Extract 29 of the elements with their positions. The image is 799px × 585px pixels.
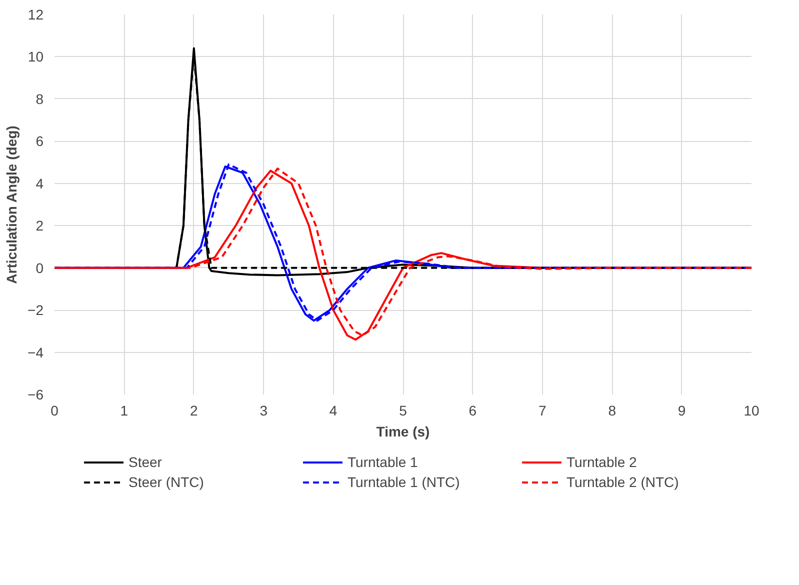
legend-label: Turntable 1 (NTC) [348,474,461,490]
x-tick-label: 9 [678,402,686,418]
legend-label: Turntable 2 (NTC) [566,474,680,490]
y-tick-label: −6 [28,386,44,402]
y-tick-label: −2 [28,302,44,318]
x-tick-label: 1 [120,402,128,418]
x-tick-label: 10 [744,402,760,418]
x-tick-label: 8 [608,402,616,418]
y-tick-label: −4 [28,344,44,360]
legend-label: Turntable 2 [566,454,638,470]
y-tick-label: 6 [36,133,44,150]
y-tick-label: 12 [28,6,44,22]
x-tick-label: 7 [538,402,547,418]
x-tick-label: 3 [260,402,268,418]
x-tick-label: 6 [468,402,477,418]
x-tick-label: 0 [50,402,59,418]
x-tick-label: 4 [329,402,338,418]
x-axis-title: Time (s) [376,424,430,440]
x-tick-label: 5 [399,402,408,418]
legend-label: Turntable 1 [348,454,419,470]
y-tick-label: 2 [36,218,44,234]
legend-label: Steer [128,454,163,470]
legend-label: Steer (NTC) [128,474,205,490]
y-axis-title: Articulation Angle (deg) [4,126,20,284]
y-tick-label: 4 [36,175,44,192]
x-tick-label: 2 [190,402,198,418]
y-tick-label: 0 [36,260,44,276]
y-tick-label: 8 [36,90,44,107]
y-tick-label: 10 [28,48,44,65]
